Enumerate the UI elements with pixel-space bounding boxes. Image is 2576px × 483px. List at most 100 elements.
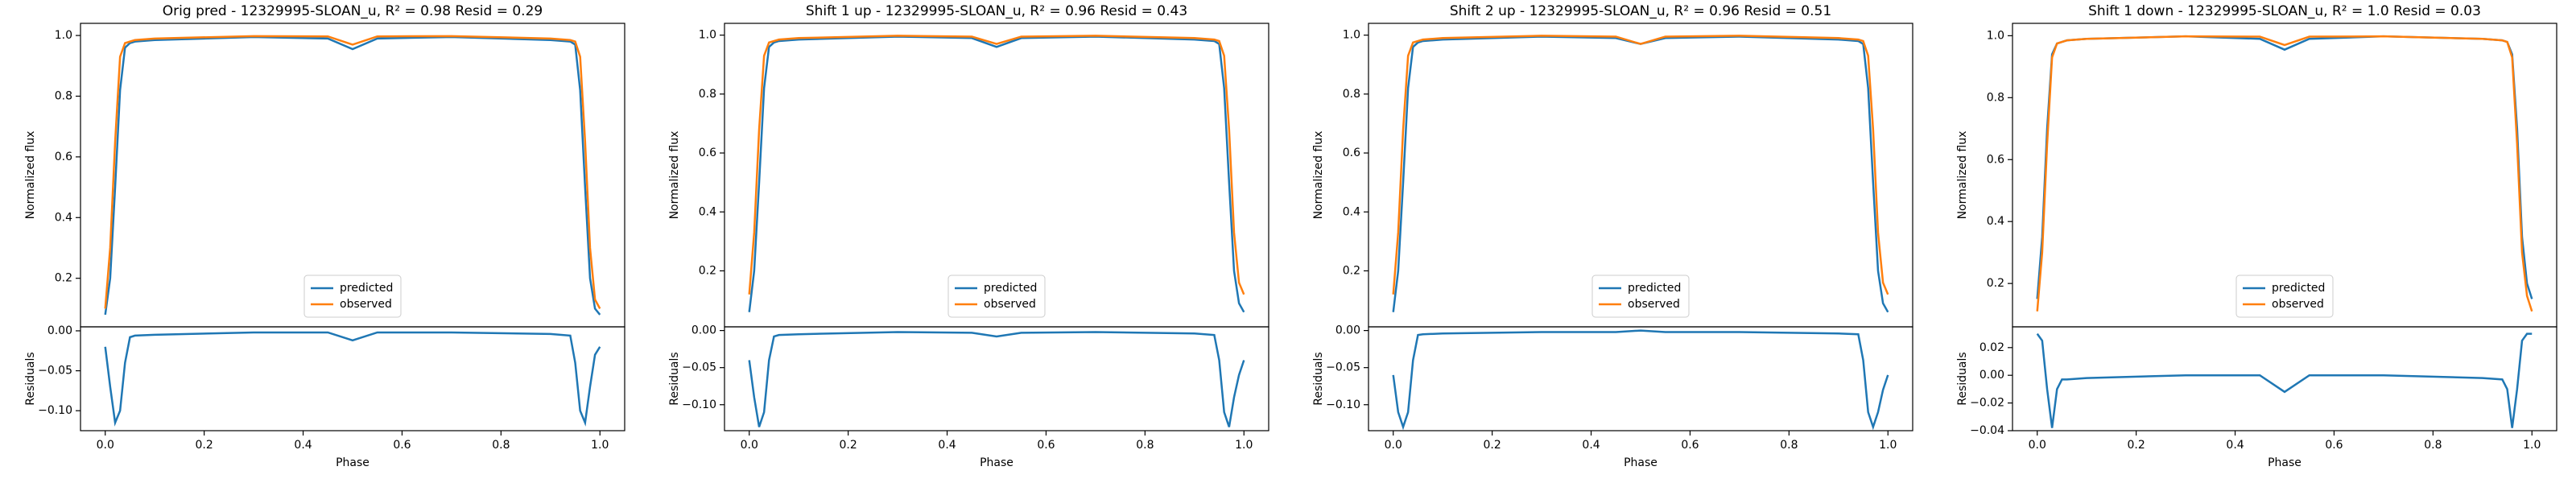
x-tick-label: 1.0 xyxy=(2523,439,2541,452)
y-axis-label: Normalized flux xyxy=(1956,131,1969,220)
data-line xyxy=(1392,35,1889,295)
axes-frame xyxy=(2012,326,2557,431)
y-axis-label: Normalized flux xyxy=(1312,131,1325,220)
y-tick-label: 0.8 xyxy=(1343,88,1360,101)
x-tick-label: 0.2 xyxy=(840,439,857,452)
data-line xyxy=(2036,332,2533,428)
legend-box xyxy=(303,275,402,318)
y-tick-label: 0.00 xyxy=(1335,324,1360,337)
x-tick-label: 0.4 xyxy=(1582,439,1600,452)
legend-label: observed xyxy=(1628,298,1680,311)
data-line xyxy=(1392,329,1889,431)
x-tick-label: 0.4 xyxy=(2226,439,2244,452)
data-line xyxy=(2036,35,2533,299)
legend-label: predicted xyxy=(340,282,393,295)
y-tick-label: 0.00 xyxy=(1979,369,2004,382)
axes-frame xyxy=(1368,326,1913,431)
y-axis-label: Normalized flux xyxy=(668,131,681,220)
legend-label: predicted xyxy=(2272,282,2325,295)
y-tick-label: −0.04 xyxy=(1970,424,2004,437)
data-line xyxy=(2036,35,2533,312)
y-tick-label: 0.8 xyxy=(699,88,716,101)
data-line xyxy=(104,35,601,316)
y-tick-label: 0.2 xyxy=(55,272,72,285)
x-tick-label: 0.8 xyxy=(492,439,510,452)
x-tick-label: 1.0 xyxy=(591,439,609,452)
chart-title: Shift 2 up - 12329995-SLOAN_u, R² = 0.96… xyxy=(1450,3,1831,19)
y-tick-label: −0.10 xyxy=(682,398,716,411)
x-tick-label: 1.0 xyxy=(1879,439,1897,452)
y-tick-label: 0.00 xyxy=(691,324,716,337)
y-tick-label: 0.00 xyxy=(47,324,72,337)
x-tick-label: 0.8 xyxy=(1780,439,1798,452)
y-tick-label: −0.05 xyxy=(1326,361,1360,374)
y-axis-label: Residuals xyxy=(1312,352,1325,405)
y-tick-label: 0.8 xyxy=(1987,91,2004,104)
y-tick-label: −0.05 xyxy=(682,361,716,374)
y-tick-label: −0.05 xyxy=(38,365,72,378)
x-axis-label: Phase xyxy=(336,456,369,469)
y-tick-label: 0.4 xyxy=(1343,205,1360,218)
chart-title: Orig pred - 12329995-SLOAN_u, R² = 0.98 … xyxy=(163,3,543,19)
data-line xyxy=(748,35,1245,313)
y-tick-label: 0.4 xyxy=(699,205,716,218)
x-tick-label: 0.0 xyxy=(1385,439,1402,452)
x-tick-label: 0.6 xyxy=(1681,439,1699,452)
y-tick-label: −0.02 xyxy=(1970,397,2004,410)
chart-title: Shift 1 down - 12329995-SLOAN_u, R² = 1.… xyxy=(2088,3,2481,19)
x-tick-label: 0.6 xyxy=(1037,439,1055,452)
x-tick-label: 0.6 xyxy=(2325,439,2343,452)
x-tick-label: 0.6 xyxy=(393,439,411,452)
y-tick-label: 0.2 xyxy=(1343,264,1360,277)
x-tick-label: 0.2 xyxy=(196,439,213,452)
y-tick-label: −0.10 xyxy=(38,404,72,417)
y-tick-label: 0.6 xyxy=(699,147,716,159)
legend-label: predicted xyxy=(984,282,1037,295)
y-tick-label: 1.0 xyxy=(699,29,716,42)
y-axis-label: Normalized flux xyxy=(24,131,37,220)
legend-box xyxy=(947,275,1046,318)
x-tick-label: 0.2 xyxy=(1484,439,1501,452)
x-tick-label: 0.0 xyxy=(741,439,758,452)
x-tick-label: 0.4 xyxy=(938,439,956,452)
y-tick-label: 0.6 xyxy=(1987,153,2004,166)
x-axis-label: Phase xyxy=(980,456,1013,469)
axes-frame xyxy=(724,326,1269,431)
x-axis-label: Phase xyxy=(1624,456,1657,469)
y-tick-label: 0.02 xyxy=(1979,341,2004,354)
x-tick-label: 0.0 xyxy=(2029,439,2046,452)
y-tick-label: 0.2 xyxy=(699,264,716,277)
y-tick-label: −0.10 xyxy=(1326,398,1360,411)
y-tick-label: 0.4 xyxy=(55,211,72,224)
y-axis-label: Residuals xyxy=(24,352,37,405)
x-tick-label: 0.8 xyxy=(2424,439,2442,452)
axes-frame xyxy=(80,326,625,431)
x-tick-label: 0.2 xyxy=(2128,439,2145,452)
data-line xyxy=(1392,35,1889,313)
x-tick-label: 0.4 xyxy=(294,439,312,452)
legend-box xyxy=(2235,275,2334,318)
y-tick-label: 1.0 xyxy=(55,29,72,42)
x-tick-label: 0.8 xyxy=(1136,439,1154,452)
legend-label: predicted xyxy=(1628,282,1681,295)
x-tick-label: 1.0 xyxy=(1235,439,1253,452)
x-axis-label: Phase xyxy=(2268,456,2301,469)
legend-label: observed xyxy=(984,298,1036,311)
y-tick-label: 1.0 xyxy=(1987,29,2004,42)
data-line xyxy=(748,331,1245,427)
chart-title: Shift 1 up - 12329995-SLOAN_u, R² = 0.96… xyxy=(806,3,1187,19)
legend-box xyxy=(1591,275,1690,318)
data-line xyxy=(104,331,601,427)
x-tick-label: 0.0 xyxy=(97,439,114,452)
data-line xyxy=(748,35,1245,295)
y-tick-label: 1.0 xyxy=(1343,29,1360,42)
y-tick-label: 0.8 xyxy=(55,89,72,102)
y-axis-label: Residuals xyxy=(1956,352,1969,405)
legend-label: observed xyxy=(2272,298,2324,311)
legend-label: observed xyxy=(340,298,392,311)
y-tick-label: 0.6 xyxy=(55,151,72,163)
y-tick-label: 0.6 xyxy=(1343,147,1360,159)
y-axis-label: Residuals xyxy=(668,352,681,405)
y-tick-label: 0.4 xyxy=(1987,215,2004,228)
